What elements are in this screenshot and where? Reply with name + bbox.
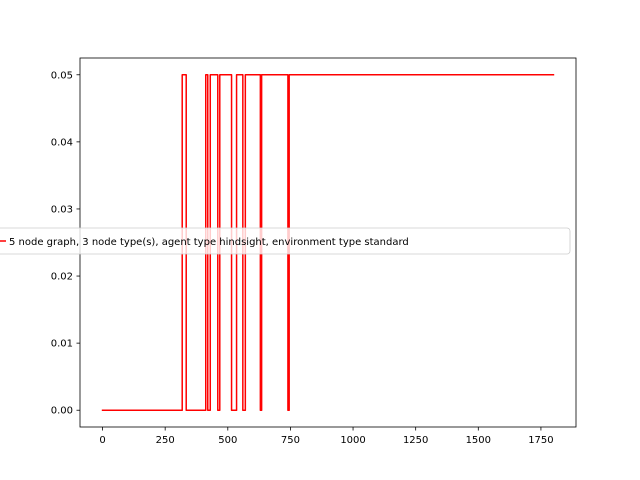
y-tick-label: 0.01 bbox=[51, 339, 73, 350]
x-tick-label: 1250 bbox=[403, 435, 428, 446]
x-tick-label: 1000 bbox=[340, 435, 365, 446]
legend: 5 node graph, 3 node type(s), agent type… bbox=[0, 227, 571, 255]
y-tick-label: 0.05 bbox=[51, 70, 73, 81]
legend-box bbox=[0, 227, 571, 255]
y-tick-label: 0.02 bbox=[51, 272, 73, 283]
legend-label-0: 5 node graph, 3 node type(s), agent type… bbox=[9, 237, 409, 248]
x-tick-label: 1500 bbox=[466, 435, 491, 446]
y-tick-label: 0.00 bbox=[51, 406, 73, 417]
x-tick-label: 250 bbox=[156, 435, 175, 446]
x-tick-label: 500 bbox=[218, 435, 237, 446]
y-tick-label: 0.04 bbox=[51, 137, 73, 148]
y-tick-label: 0.03 bbox=[51, 204, 73, 215]
x-tick-label: 750 bbox=[281, 435, 300, 446]
x-tick-label: 0 bbox=[99, 435, 105, 446]
x-tick-label: 1750 bbox=[528, 435, 553, 446]
